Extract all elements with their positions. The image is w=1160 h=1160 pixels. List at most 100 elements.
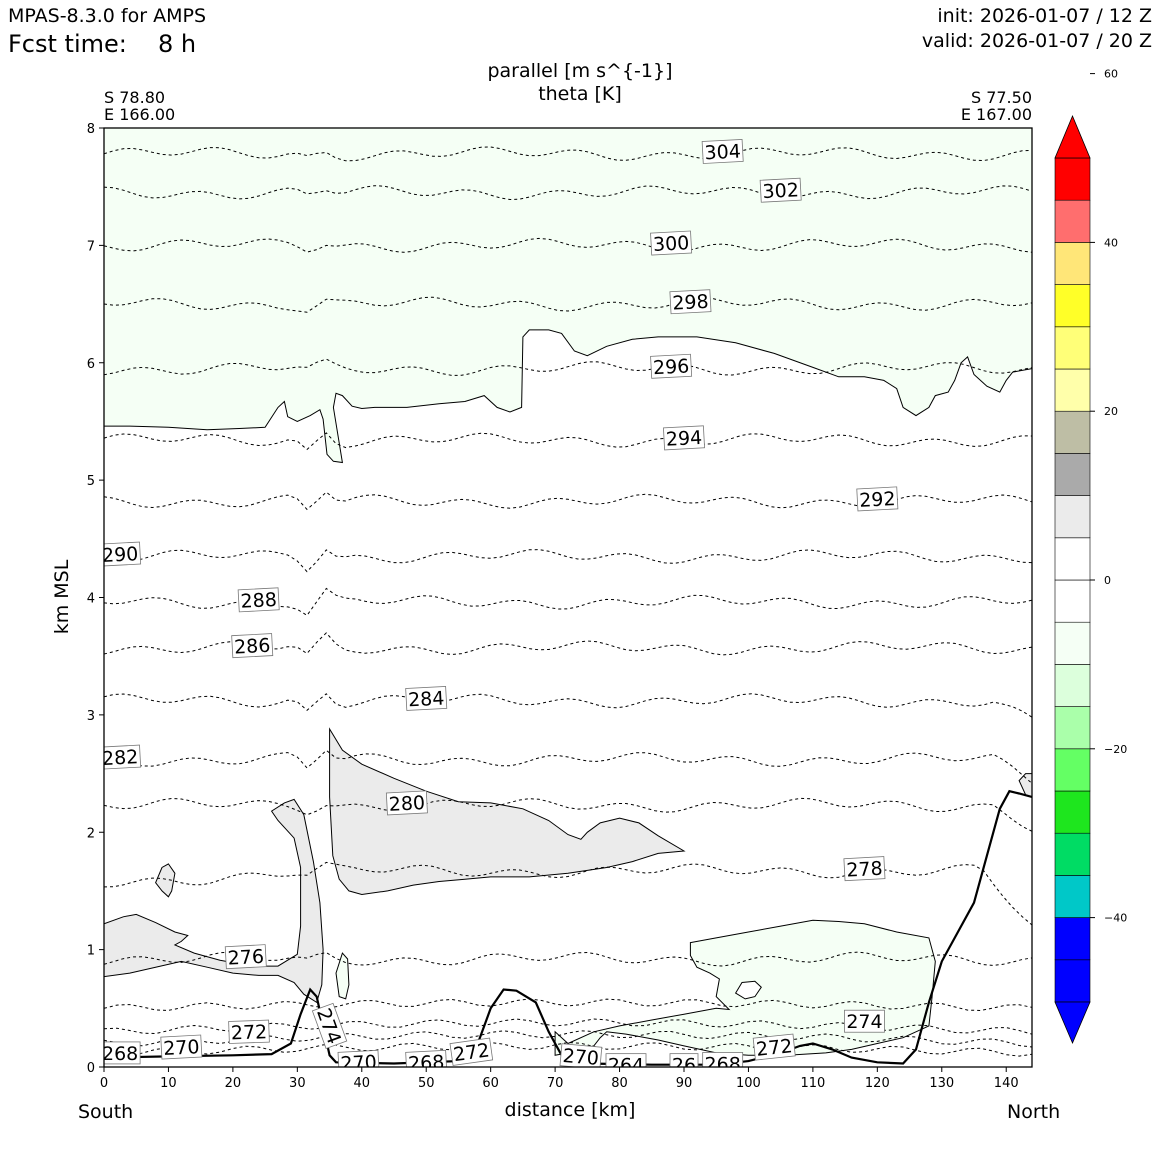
contour-label-294: 294 bbox=[663, 425, 705, 451]
y-tick-label-7: 7 bbox=[87, 239, 95, 254]
contour-label-low-7: 270 bbox=[559, 1043, 603, 1070]
contour-label-298: 298 bbox=[669, 289, 712, 315]
contour-label-low-6: 270 bbox=[337, 1049, 380, 1075]
colorbar-cell-15 bbox=[1054, 326, 1091, 370]
svg-text:278: 278 bbox=[846, 858, 883, 882]
svg-text:292: 292 bbox=[859, 488, 896, 512]
svg-text:296: 296 bbox=[652, 355, 689, 379]
x-tick-label-130: 130 bbox=[929, 1076, 954, 1091]
svg-text:270: 270 bbox=[163, 1036, 200, 1060]
contour-label-278: 278 bbox=[843, 856, 886, 882]
contour-label-280: 280 bbox=[385, 790, 428, 816]
svg-text:270: 270 bbox=[562, 1045, 600, 1070]
y-tick-label-0: 0 bbox=[87, 1061, 95, 1076]
y-tick-label-8: 8 bbox=[87, 122, 95, 137]
svg-text:264: 264 bbox=[608, 1055, 644, 1077]
colorbar-cell-7 bbox=[1054, 664, 1091, 707]
model-title: MPAS-8.3.0 for AMPS bbox=[8, 5, 207, 27]
contour-label-290: 290 bbox=[101, 541, 142, 567]
y-tick-label-5: 5 bbox=[87, 474, 95, 489]
colorbar-cell-17 bbox=[1054, 242, 1091, 285]
theta-contour-294 bbox=[104, 432, 1032, 451]
theta-contour-low-0 bbox=[104, 998, 1032, 1012]
init-time: init: 2026-01-07 / 12 Z bbox=[937, 5, 1152, 27]
colorbar-cell-8 bbox=[1054, 621, 1091, 665]
svg-text:300: 300 bbox=[652, 232, 689, 256]
fcst-time-label: Fcst time: bbox=[8, 30, 127, 58]
svg-text:282: 282 bbox=[101, 746, 138, 770]
right-point-lat: S 77.50 bbox=[970, 88, 1032, 107]
south-label: South bbox=[78, 1101, 134, 1123]
y-tick-label-2: 2 bbox=[87, 826, 95, 841]
colorbar-tick-label-2: 0 bbox=[1104, 574, 1111, 587]
svg-text:270: 270 bbox=[340, 1051, 377, 1075]
valid-time: valid: 2026-01-07 / 20 Z bbox=[921, 30, 1152, 52]
y-tick-label-4: 4 bbox=[87, 592, 95, 607]
colorbar-cell-10 bbox=[1054, 537, 1091, 581]
colorbar-cell-18 bbox=[1054, 199, 1091, 243]
plot-area: 304 302 300 298 296 294 292 290 288 286 284 282 280 2… bbox=[101, 128, 1032, 1077]
contour-label-low-0: 274 bbox=[311, 1002, 348, 1049]
svg-text:274: 274 bbox=[846, 1011, 882, 1033]
x-tick-label-50: 50 bbox=[418, 1076, 435, 1091]
svg-text:272: 272 bbox=[452, 1039, 491, 1066]
colorbar-cell-11 bbox=[1054, 495, 1091, 539]
contour-label-low-8: 268 bbox=[102, 1041, 141, 1065]
contour-label-284: 284 bbox=[405, 685, 448, 712]
x-tick-label-100: 100 bbox=[736, 1076, 761, 1091]
upper-neg-region bbox=[104, 128, 1032, 464]
left-point-lat: S 78.80 bbox=[104, 88, 166, 107]
theta-contour-284 bbox=[104, 693, 1032, 718]
y-tick-label-6: 6 bbox=[87, 357, 95, 372]
north-label: North bbox=[1007, 1101, 1061, 1123]
x-tick-label-110: 110 bbox=[800, 1076, 825, 1091]
colorbar-cell-19 bbox=[1054, 157, 1091, 201]
svg-text:26: 26 bbox=[672, 1055, 696, 1077]
contour-label-low-5: 270 bbox=[160, 1034, 203, 1060]
right-point-lon: E 167.00 bbox=[960, 105, 1032, 124]
x-axis-label: distance [km] bbox=[504, 1099, 636, 1121]
contour-label-288: 288 bbox=[237, 587, 280, 613]
x-tick-label-60: 60 bbox=[482, 1076, 499, 1091]
theta-contour-292 bbox=[104, 491, 1032, 511]
theta-contour-304 bbox=[104, 146, 1032, 162]
contour-label-286: 286 bbox=[231, 633, 274, 659]
colorbar-cell-16 bbox=[1054, 284, 1091, 328]
positive-blob bbox=[155, 863, 176, 898]
colorbar-cell-13 bbox=[1054, 410, 1091, 454]
x-tick-label-10: 10 bbox=[160, 1076, 177, 1091]
colorbar-cell-0 bbox=[1054, 959, 1091, 1003]
svg-text:268: 268 bbox=[102, 1043, 138, 1065]
positive-region-left bbox=[104, 798, 324, 1004]
theta-contour-280 bbox=[104, 797, 1032, 832]
svg-text:272: 272 bbox=[755, 1035, 793, 1061]
colorbar-cell-4 bbox=[1054, 790, 1091, 834]
colorbar-tick-label-5: 60 bbox=[1104, 68, 1118, 81]
x-tick-label-70: 70 bbox=[547, 1076, 564, 1091]
contour-label-low-10: 268 bbox=[702, 1052, 744, 1075]
svg-text:284: 284 bbox=[408, 688, 445, 712]
colorbar-tick-label-4: 40 bbox=[1104, 236, 1118, 249]
y-tick-label-3: 3 bbox=[87, 709, 95, 724]
contour-label-292: 292 bbox=[856, 486, 899, 512]
colorbar-cell-12 bbox=[1054, 453, 1091, 496]
colorbar-cell-6 bbox=[1054, 706, 1091, 750]
colorbar-cell-5 bbox=[1054, 748, 1091, 792]
theta-contour-298 bbox=[104, 296, 1032, 313]
y-tick-label-1: 1 bbox=[87, 944, 95, 959]
contour-label-300: 300 bbox=[650, 230, 693, 256]
svg-text:276: 276 bbox=[227, 946, 264, 970]
theta-contour-296 bbox=[104, 358, 1032, 376]
svg-text:294: 294 bbox=[665, 427, 702, 451]
colorbar-tick-label-0: −40 bbox=[1104, 912, 1127, 925]
svg-text:290: 290 bbox=[101, 543, 138, 567]
svg-text:268: 268 bbox=[705, 1053, 741, 1075]
colorbar-cell-3 bbox=[1054, 832, 1091, 876]
svg-text:288: 288 bbox=[240, 589, 277, 613]
contour-label-low-9: 268 bbox=[405, 1049, 448, 1067]
x-tick-label-40: 40 bbox=[354, 1076, 371, 1091]
colorbar-cell-14 bbox=[1054, 368, 1091, 412]
colorbar-tick-label-3: 20 bbox=[1104, 405, 1118, 418]
x-tick-label-80: 80 bbox=[611, 1076, 628, 1091]
